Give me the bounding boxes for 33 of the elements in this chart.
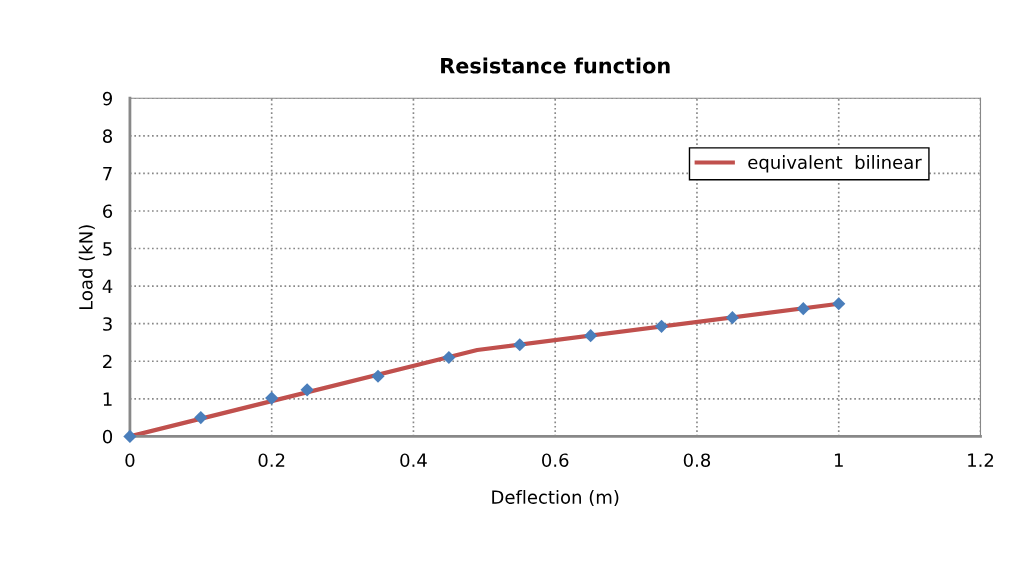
x-tick-label: 1	[834, 453, 843, 467]
y-tick-label: 5	[103, 242, 112, 256]
y-tick-label: 6	[103, 204, 113, 219]
legend-label: equivalent bilinear	[748, 155, 922, 173]
y-tick-label: 7	[103, 167, 112, 181]
x-tick-label: 0.6	[542, 453, 569, 468]
point	[513, 338, 527, 352]
y-tick-label: 3	[103, 317, 112, 331]
y-tick-label: 8	[102, 129, 113, 143]
point	[725, 311, 739, 325]
y-tick-label: 0	[102, 429, 113, 444]
y-tick-label: 2	[103, 354, 112, 369]
x-axis-title: Deflection (m)	[492, 489, 619, 507]
point	[300, 383, 314, 397]
point	[654, 319, 669, 333]
point	[584, 329, 598, 343]
x-tick-label: 0	[125, 453, 135, 468]
point	[123, 429, 137, 443]
y-tick-label: 4	[102, 279, 113, 293]
x-tick-label: 0.4	[400, 453, 427, 468]
y-tick-label: 9	[102, 91, 112, 106]
y-axis-title: Load (kN)	[78, 225, 95, 310]
x-tick-label: 0.2	[258, 453, 285, 468]
point	[442, 350, 456, 365]
point	[194, 411, 208, 425]
y-tick-label: 1	[103, 392, 112, 406]
x-tick-label: 1.2	[968, 453, 994, 467]
chart-title: Resistance function	[441, 57, 670, 74]
point	[796, 302, 810, 316]
point	[371, 369, 385, 383]
x-tick-label: 0.8	[683, 453, 711, 468]
point	[265, 391, 279, 405]
point	[832, 297, 846, 311]
